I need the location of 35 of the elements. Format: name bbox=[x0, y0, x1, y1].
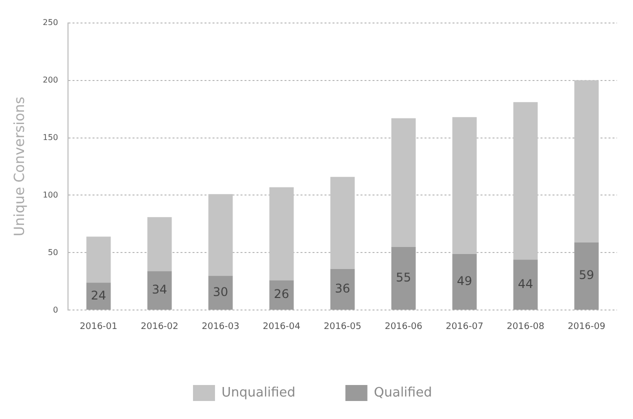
y-tick-label: 200 bbox=[42, 75, 58, 84]
bar bbox=[147, 271, 172, 310]
data-label: 49 bbox=[456, 274, 472, 288]
y-axis-title: Unique Conversions bbox=[12, 96, 28, 236]
x-tick-label: 2016-04 bbox=[262, 322, 301, 332]
bar bbox=[86, 282, 111, 310]
legend-label: Unqualified bbox=[222, 385, 296, 400]
data-label: 55 bbox=[396, 270, 412, 284]
y-tick-label: 0 bbox=[52, 305, 58, 314]
bar bbox=[452, 254, 477, 310]
legend-label: Qualified bbox=[374, 385, 432, 400]
data-label: 34 bbox=[152, 282, 168, 297]
y-tick-label: 250 bbox=[42, 18, 58, 27]
data-label: 24 bbox=[90, 288, 106, 302]
x-tick-label: 2016-06 bbox=[384, 322, 423, 332]
x-tick-label: 2016-03 bbox=[202, 322, 240, 332]
y-tick-label: 50 bbox=[48, 248, 58, 257]
y-tick-label: 150 bbox=[42, 132, 58, 142]
data-label: 26 bbox=[274, 287, 290, 302]
x-tick-label: 2016-07 bbox=[446, 322, 484, 332]
x-tick-label: 2016-05 bbox=[324, 322, 362, 332]
data-label: 30 bbox=[212, 284, 228, 299]
data-label: 36 bbox=[334, 281, 350, 296]
x-tick-label: 2016-08 bbox=[506, 322, 545, 332]
bar bbox=[208, 276, 233, 310]
x-tick-label: 2016-01 bbox=[80, 322, 118, 332]
bar bbox=[574, 242, 599, 310]
x-tick-label: 2016-02 bbox=[140, 322, 178, 332]
x-tick-label: 2016-09 bbox=[568, 322, 606, 332]
data-label: 44 bbox=[518, 276, 534, 291]
data-label: 59 bbox=[578, 268, 594, 282]
bar bbox=[330, 268, 355, 310]
bar bbox=[391, 246, 416, 310]
y-tick-label: 100 bbox=[42, 190, 58, 200]
bar bbox=[513, 260, 538, 310]
